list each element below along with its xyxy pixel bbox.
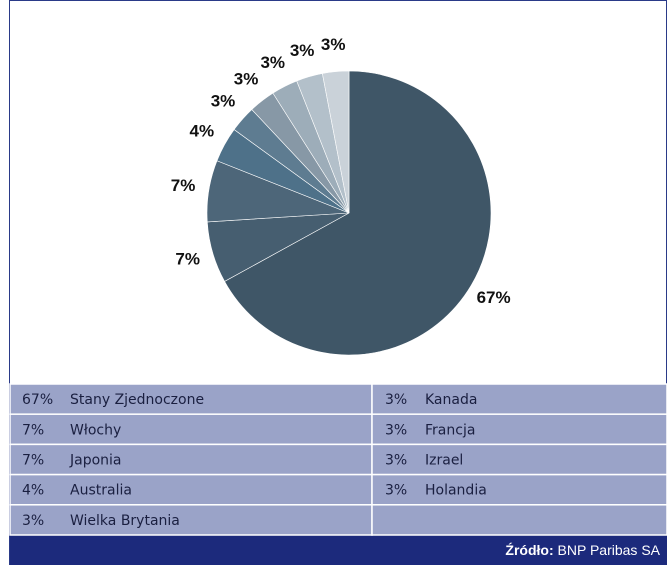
pie-slice: [322, 70, 350, 214]
legend-label: Kanada: [425, 392, 477, 408]
slice-label: 7%: [175, 249, 200, 268]
legend-value: 67%: [22, 392, 53, 408]
legend-cell: [9, 413, 373, 446]
legend-value: 3%: [385, 422, 407, 438]
legend-cell: [9, 443, 373, 476]
legend-label: Izrael: [425, 453, 463, 469]
slice-label: 3%: [234, 70, 259, 89]
legend-value: 3%: [22, 513, 44, 529]
slice-label: 3%: [260, 53, 285, 72]
source-label: Źródło:: [505, 542, 553, 558]
pie-slice: [224, 70, 492, 356]
slice-label: 3%: [211, 91, 236, 110]
legend-value: 4%: [22, 483, 44, 499]
legend-label: Francja: [425, 422, 475, 438]
legend-value: 3%: [385, 483, 407, 499]
legend-value: 3%: [385, 453, 407, 469]
slice-label: 4%: [189, 122, 214, 141]
slice-label: 67%: [477, 288, 511, 307]
source-text: BNP Paribas SA: [558, 542, 661, 558]
legend-label: Holandia: [425, 483, 487, 499]
slice-label: 3%: [321, 35, 346, 54]
legend-cell: [371, 443, 667, 476]
slice-label: 7%: [171, 176, 196, 195]
legend-cell: [9, 504, 373, 536]
legend-label: Japonia: [69, 453, 122, 469]
slice-label: 3%: [290, 41, 315, 60]
legend-value: 7%: [22, 422, 44, 438]
legend-label: Wielka Brytania: [70, 513, 180, 529]
legend-label: Włochy: [70, 422, 121, 438]
legend-value: 7%: [22, 453, 44, 469]
footer: [10, 535, 667, 565]
legend-cell: [371, 413, 667, 446]
legend-cell: [371, 504, 667, 536]
legend-value: 3%: [385, 392, 407, 408]
legend-label: Australia: [70, 483, 132, 499]
legend-cell: [9, 473, 373, 506]
source: Źródło: BNP Paribas SA: [505, 542, 660, 558]
legend-cell: [371, 473, 667, 506]
legend-label: Stany Zjednoczone: [70, 392, 204, 408]
legend-cell: [371, 383, 667, 415]
